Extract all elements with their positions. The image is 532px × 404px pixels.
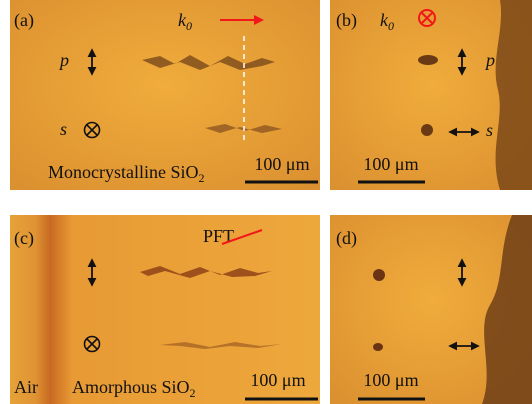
s-label: s	[60, 119, 67, 139]
damage-spot	[418, 55, 438, 65]
s-label: s	[486, 120, 493, 140]
pft-label: PFT	[203, 226, 234, 246]
panel-b: (b) k0 p s 100 μm	[330, 0, 532, 190]
material-label: Amorphous SiO2	[72, 377, 196, 400]
scale-label: 100 μm	[254, 154, 309, 174]
text-part: 2	[190, 386, 196, 400]
figure: (a) k0 p s Monocrystalline SiO2 100 μm (…	[0, 0, 532, 404]
panel-a: (a) k0 p s Monocrystalline SiO2 100 μm	[10, 0, 320, 190]
panel-c: (c) PFT Air Amorphous SiO2 100 μm	[10, 215, 320, 404]
text-part: 0	[186, 19, 192, 33]
scale-label: 100 μm	[250, 370, 305, 390]
p-label: p	[58, 50, 69, 70]
panel-label: (d)	[336, 228, 357, 249]
text-part: Monocrystalline SiO	[48, 162, 199, 182]
medium-label: Air	[14, 377, 38, 397]
scale-label: 100 μm	[363, 370, 418, 390]
sample-edge	[496, 0, 532, 190]
text-part: 0	[388, 19, 394, 33]
panel-label: (a)	[14, 10, 34, 31]
panel-label: (b)	[336, 10, 357, 31]
text-part: Amorphous SiO	[72, 377, 190, 397]
damage-spot	[373, 269, 385, 281]
damage-spot	[373, 343, 383, 351]
damage-spot	[421, 124, 433, 136]
material-label: Monocrystalline SiO2	[48, 162, 205, 185]
p-label: p	[484, 50, 495, 70]
panel-label: (c)	[14, 228, 34, 249]
scale-label: 100 μm	[363, 154, 418, 174]
text-part: 2	[199, 171, 205, 185]
panel-d: (d) 100 μm	[330, 215, 532, 404]
